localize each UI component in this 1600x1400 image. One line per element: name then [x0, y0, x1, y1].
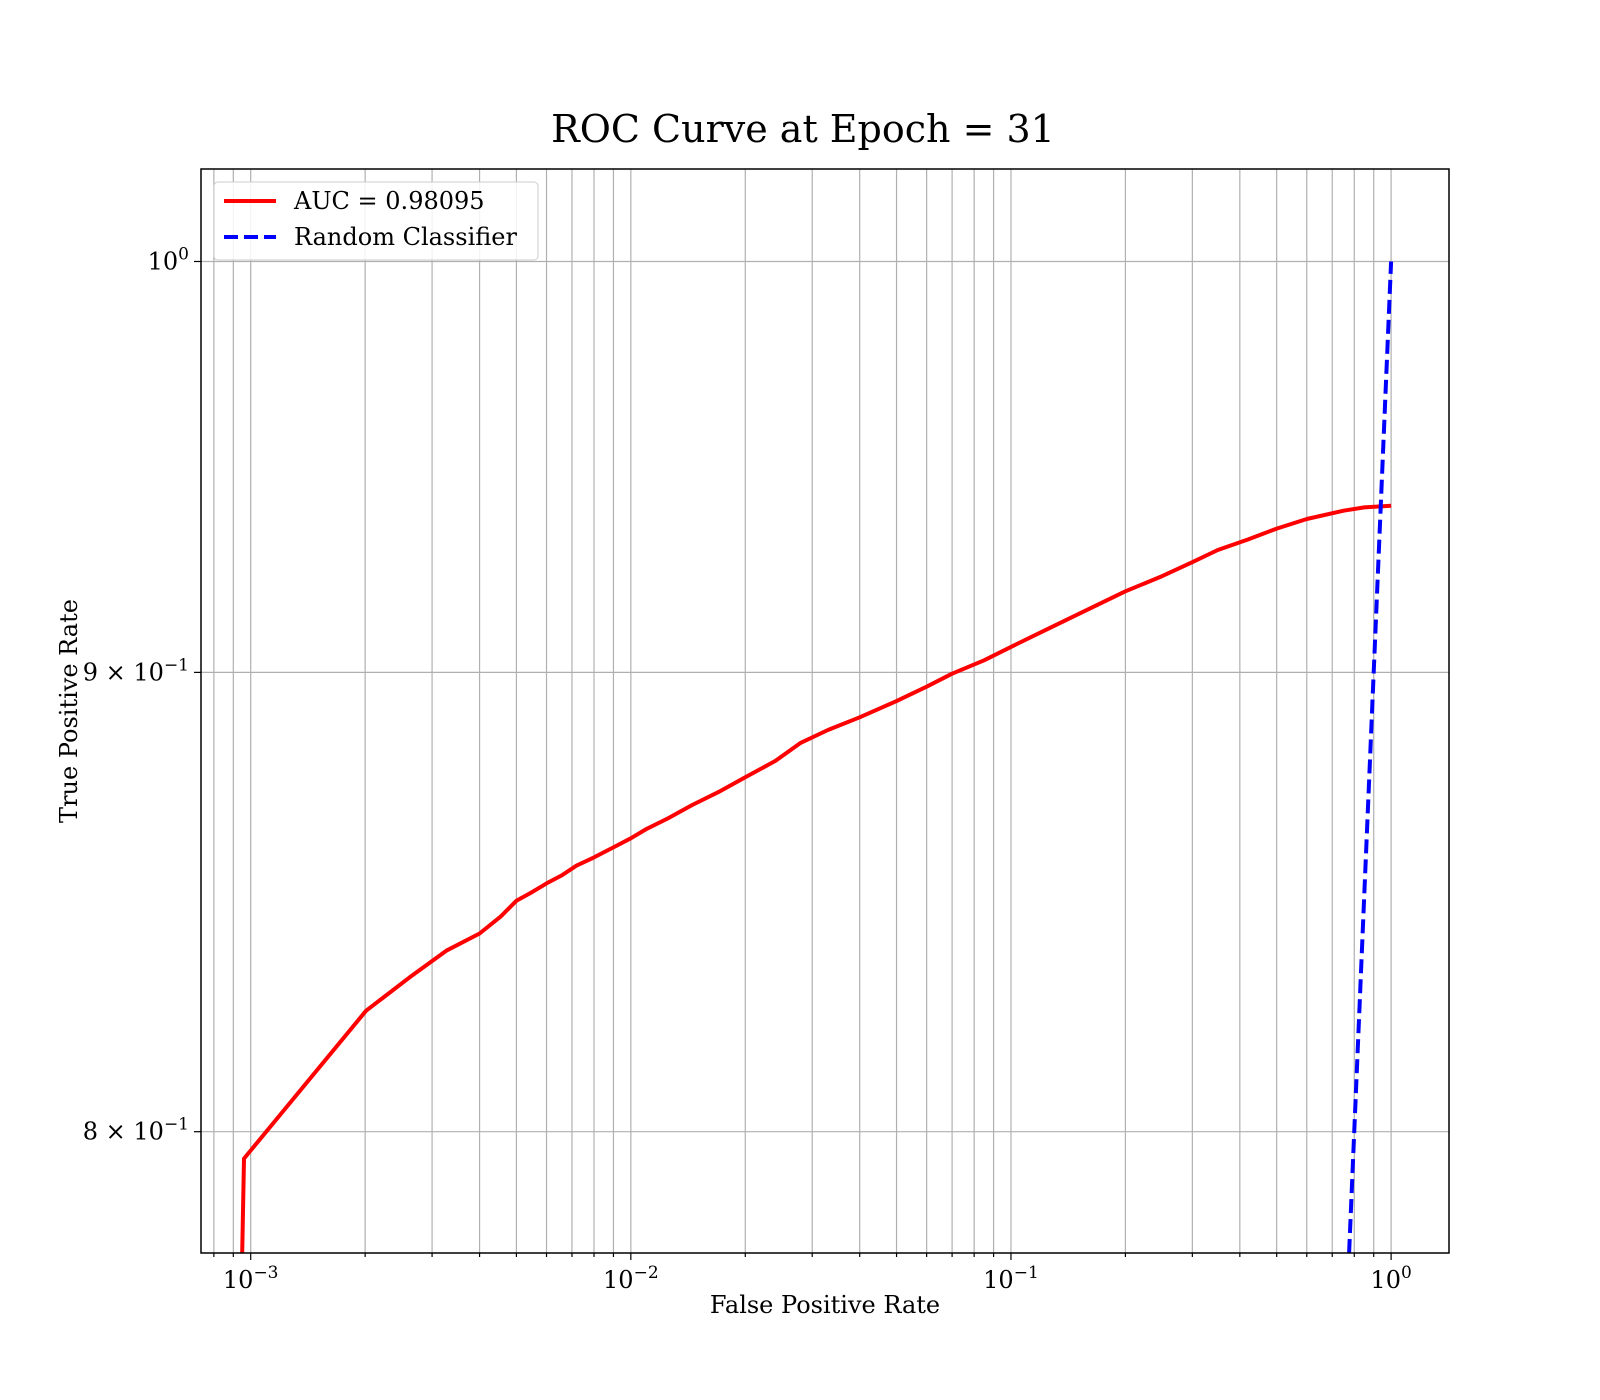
- plot-area: [200, 168, 1450, 1254]
- random-classifier-line: [1347, 261, 1394, 1253]
- x-tick-label: 10−2: [603, 1263, 659, 1294]
- y-tick-label: 8 × 10−1: [83, 1115, 189, 1146]
- legend: AUC = 0.98095 Random Classifier: [213, 181, 539, 261]
- axis-ticks: [194, 260, 1392, 1260]
- legend-label-auc: AUC = 0.98095: [293, 187, 485, 215]
- plot-frame: [200, 168, 1450, 1254]
- x-axis-label: False Positive Rate: [710, 1291, 940, 1319]
- plot-background: [201, 169, 1449, 1253]
- legend-label-random: Random Classifier: [294, 223, 517, 251]
- grid-lines: [201, 169, 1449, 1253]
- y-tick-label: 100: [148, 244, 189, 275]
- roc-curve-line: [240, 503, 1392, 1253]
- x-tick-label: 10−3: [223, 1263, 279, 1294]
- axis-tick-labels: 10−3 10−2 10−1 100 100 9 × 10−1 8 × 10−1: [83, 244, 1412, 1294]
- x-tick-label: 100: [1370, 1263, 1411, 1294]
- y-axis-label: True Positive Rate: [55, 599, 83, 823]
- x-tick-label: 10−1: [983, 1263, 1039, 1294]
- y-tick-label: 9 × 10−1: [83, 655, 189, 686]
- legend-box: [213, 181, 539, 261]
- series-layer: [240, 261, 1394, 1253]
- chart-title: ROC Curve at Epoch = 31: [551, 107, 1055, 151]
